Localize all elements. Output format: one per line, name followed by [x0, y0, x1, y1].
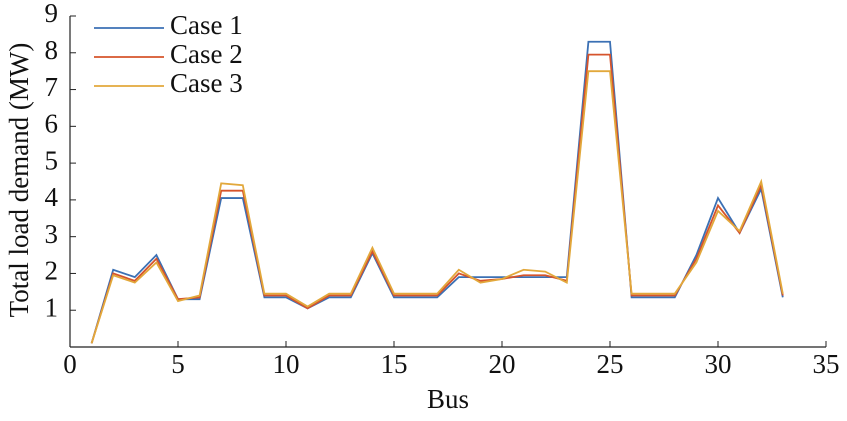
y-tick-label: 3	[45, 219, 59, 249]
x-tick-label: 30	[705, 349, 732, 379]
legend-label: Case 1	[170, 10, 243, 40]
x-tick-label: 35	[813, 349, 840, 379]
y-tick-label: 6	[45, 109, 59, 139]
y-tick-label: 9	[45, 0, 59, 28]
x-tick-label: 0	[63, 349, 77, 379]
y-tick-label: 4	[45, 182, 59, 212]
x-tick-label: 5	[171, 349, 185, 379]
legend-label: Case 2	[170, 39, 243, 69]
y-tick-label: 8	[45, 35, 59, 65]
x-tick-label: 10	[273, 349, 300, 379]
x-tick-label: 25	[597, 349, 624, 379]
y-axis-label: Total load demand (MW)	[4, 43, 34, 318]
y-tick-label: 7	[45, 72, 59, 102]
y-tick-label: 5	[45, 145, 59, 175]
x-tick-label: 15	[381, 349, 408, 379]
y-tick-label: 2	[45, 256, 59, 286]
x-tick-label: 20	[489, 349, 516, 379]
legend-label: Case 3	[170, 68, 243, 98]
series-line	[90, 70, 784, 344]
x-axis-label: Bus	[427, 384, 469, 414]
y-tick-label: 1	[45, 292, 59, 322]
